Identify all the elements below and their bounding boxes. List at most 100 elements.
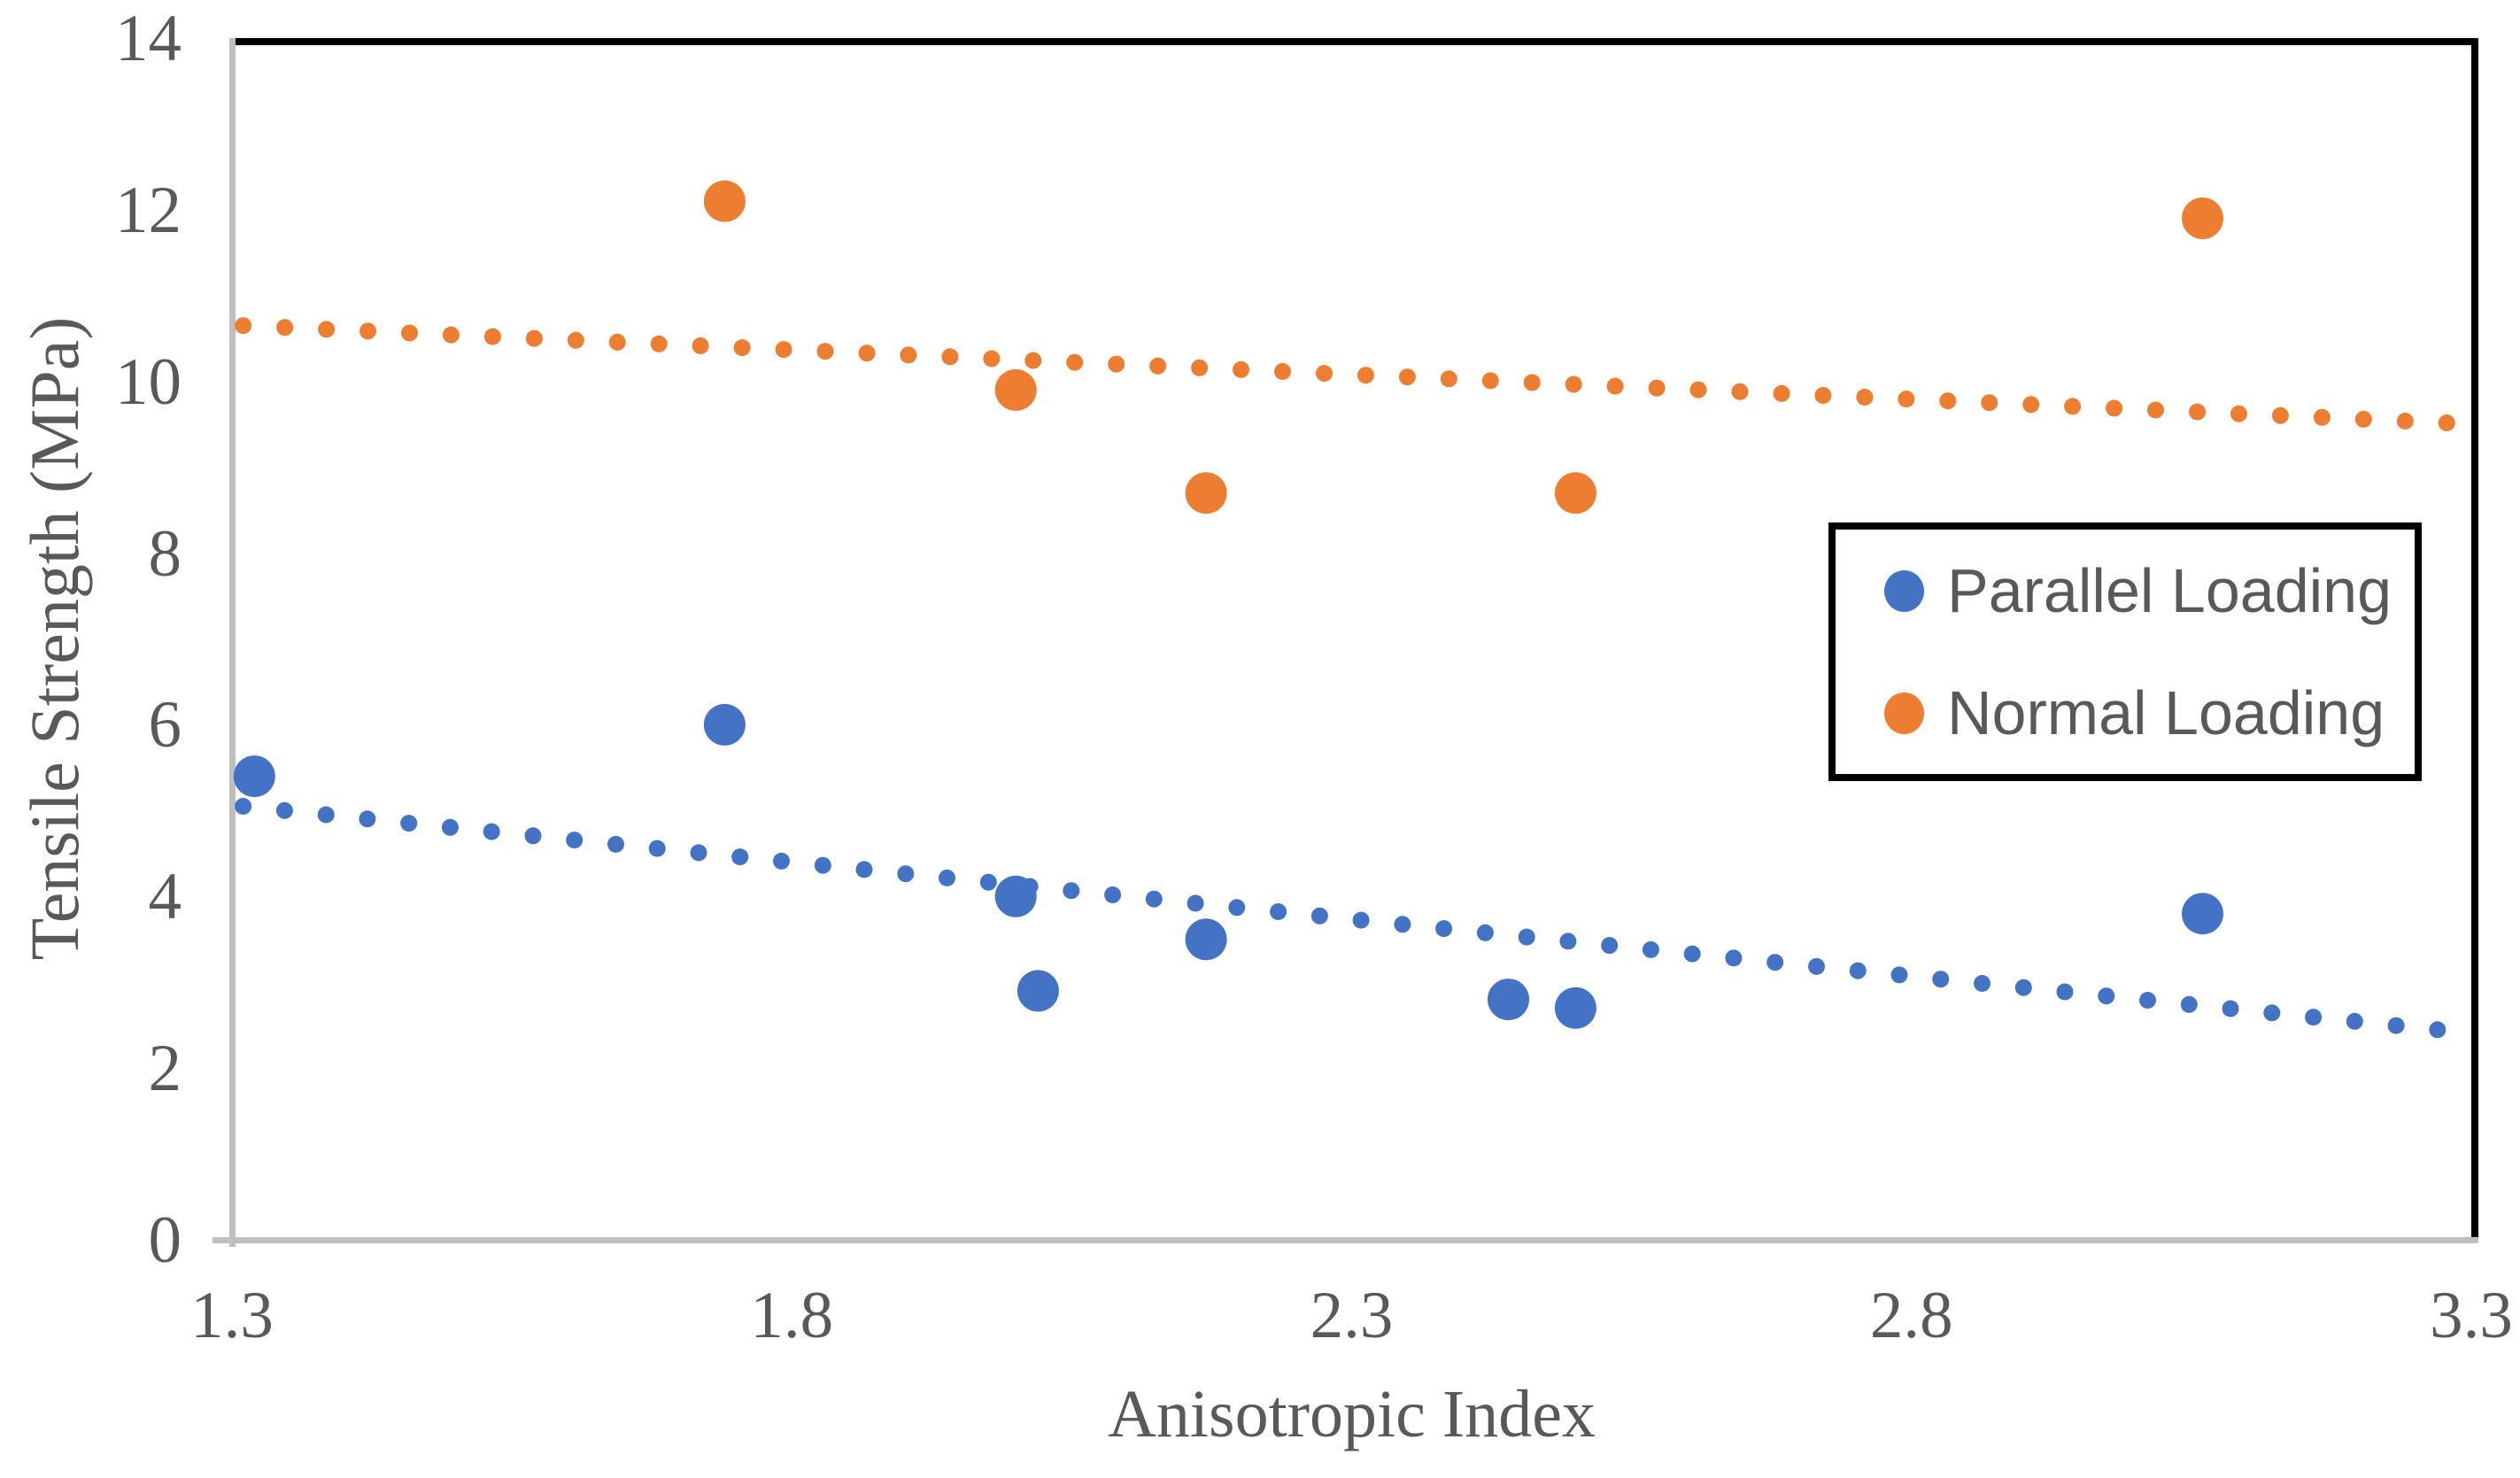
trend-dot-parallel — [855, 861, 873, 878]
trend-dot-normal — [1856, 389, 1874, 406]
trend-dot-normal — [1689, 381, 1707, 399]
trend-dot-normal — [2438, 414, 2455, 431]
trend-dot-normal — [1898, 391, 1915, 408]
trend-dot-parallel — [731, 848, 749, 866]
trend-dot-parallel — [2263, 1004, 2281, 1022]
trend-dot-parallel — [1104, 886, 1122, 903]
trendline-parallel — [235, 798, 2447, 1039]
trend-dot-parallel — [1187, 894, 1204, 912]
trend-dot-normal — [2189, 403, 2206, 421]
data-point-parallel — [1488, 979, 1529, 1021]
trend-dot-normal — [1606, 377, 1624, 395]
trend-dot-parallel — [1518, 928, 1535, 946]
trend-dot-parallel — [275, 801, 293, 819]
trend-dot-normal — [1233, 360, 1249, 378]
trend-dot-normal — [2271, 406, 2289, 424]
plot-border-top — [232, 38, 2478, 45]
trend-dot-parallel — [2014, 979, 2032, 996]
data-point-normal — [703, 180, 746, 222]
plot-border-right — [2471, 38, 2478, 1237]
legend-row-normal: Normal Loading — [1884, 678, 2415, 747]
trend-dot-parallel — [607, 835, 624, 853]
trend-dot-normal — [1523, 374, 1541, 391]
trend-dot-normal — [2354, 410, 2372, 428]
trend-dot-normal — [1481, 372, 1499, 390]
trend-dot-normal — [1981, 394, 1998, 412]
trend-dot-parallel — [773, 852, 790, 870]
trend-dot-parallel — [2429, 1021, 2447, 1039]
trend-dot-parallel — [1559, 932, 1577, 950]
x-tick-label: 2.8 — [1869, 1279, 1953, 1352]
trend-dot-normal — [2396, 413, 2414, 429]
legend-row-parallel: Parallel Loading — [1884, 556, 2415, 625]
trend-dot-normal — [816, 343, 834, 360]
trend-dot-parallel — [1228, 899, 1246, 917]
trend-dot-parallel — [2056, 983, 2074, 1001]
y-tick-label: 2 — [148, 1032, 182, 1106]
data-point-normal — [994, 368, 1037, 411]
trend-dot-normal — [1565, 375, 1582, 393]
y-tick-label: 14 — [115, 2, 182, 75]
trend-dot-normal — [2230, 405, 2247, 422]
trend-dot-normal — [442, 326, 460, 344]
trend-dot-normal — [359, 322, 376, 340]
trend-dot-parallel — [897, 865, 915, 883]
trend-dot-parallel — [1063, 882, 1080, 900]
trend-dot-parallel — [1849, 962, 1867, 979]
trend-dot-parallel — [1766, 954, 1784, 971]
trend-dot-normal — [525, 329, 543, 347]
trend-dot-normal — [1191, 359, 1209, 376]
trend-dot-normal — [1357, 367, 1374, 384]
trend-dot-parallel — [1394, 916, 1411, 933]
trend-dot-parallel — [441, 818, 459, 836]
trend-dot-normal — [1773, 384, 1790, 402]
trend-dot-parallel — [2305, 1009, 2323, 1026]
trend-dot-parallel — [235, 798, 252, 815]
y-tick-label: 12 — [115, 173, 182, 247]
trend-dot-parallel — [1683, 945, 1701, 963]
trend-dot-normal — [650, 335, 668, 352]
trend-dot-normal — [1648, 379, 1666, 397]
trend-dot-normal — [733, 339, 751, 357]
x-tick-label: 1.3 — [190, 1279, 274, 1352]
trend-dot-normal — [483, 328, 501, 345]
trend-dot-parallel — [524, 827, 542, 845]
trendline-normal — [235, 317, 2455, 431]
trend-dot-normal — [2147, 401, 2164, 419]
trend-dot-normal — [2064, 398, 2082, 415]
trend-dot-parallel — [1435, 920, 1453, 938]
y-tick-label: 6 — [148, 688, 182, 762]
trend-dot-parallel — [1352, 911, 1370, 929]
trend-dot-parallel — [814, 856, 831, 874]
y-axis-line — [229, 38, 236, 1247]
normal-loading-marker-icon — [1884, 692, 1924, 734]
data-point-parallel — [1554, 987, 1596, 1029]
legend-label-normal: Normal Loading — [1947, 678, 2385, 747]
trend-dot-parallel — [1725, 949, 1743, 967]
parallel-loading-marker-icon — [1884, 569, 1924, 612]
data-point-normal — [2182, 197, 2223, 239]
trend-dot-parallel — [1890, 966, 1908, 984]
trend-dot-parallel — [1270, 903, 1287, 920]
trend-dot-normal — [567, 331, 584, 349]
trend-dot-parallel — [1642, 940, 1659, 958]
trend-dot-parallel — [1310, 907, 1328, 925]
trend-dot-normal — [1814, 387, 1832, 404]
data-point-parallel — [703, 703, 746, 746]
trend-dot-normal — [1108, 355, 1125, 373]
data-point-parallel — [1185, 918, 1227, 961]
trend-dot-parallel — [2098, 987, 2115, 1005]
trend-dot-normal — [941, 348, 959, 366]
trend-dot-normal — [1149, 357, 1167, 375]
trend-dot-normal — [858, 344, 876, 362]
trend-dot-parallel — [2139, 992, 2156, 1009]
trend-dot-parallel — [1808, 957, 1825, 975]
x-axis-title: Anisotropic Index — [1108, 1377, 1596, 1451]
trend-dot-parallel — [400, 815, 418, 832]
trend-dot-normal — [1731, 383, 1749, 400]
y-tick-label: 10 — [115, 344, 182, 419]
trend-dot-normal — [608, 333, 626, 351]
trend-dot-normal — [1440, 370, 1457, 388]
legend-label-parallel: Parallel Loading — [1947, 556, 2392, 625]
